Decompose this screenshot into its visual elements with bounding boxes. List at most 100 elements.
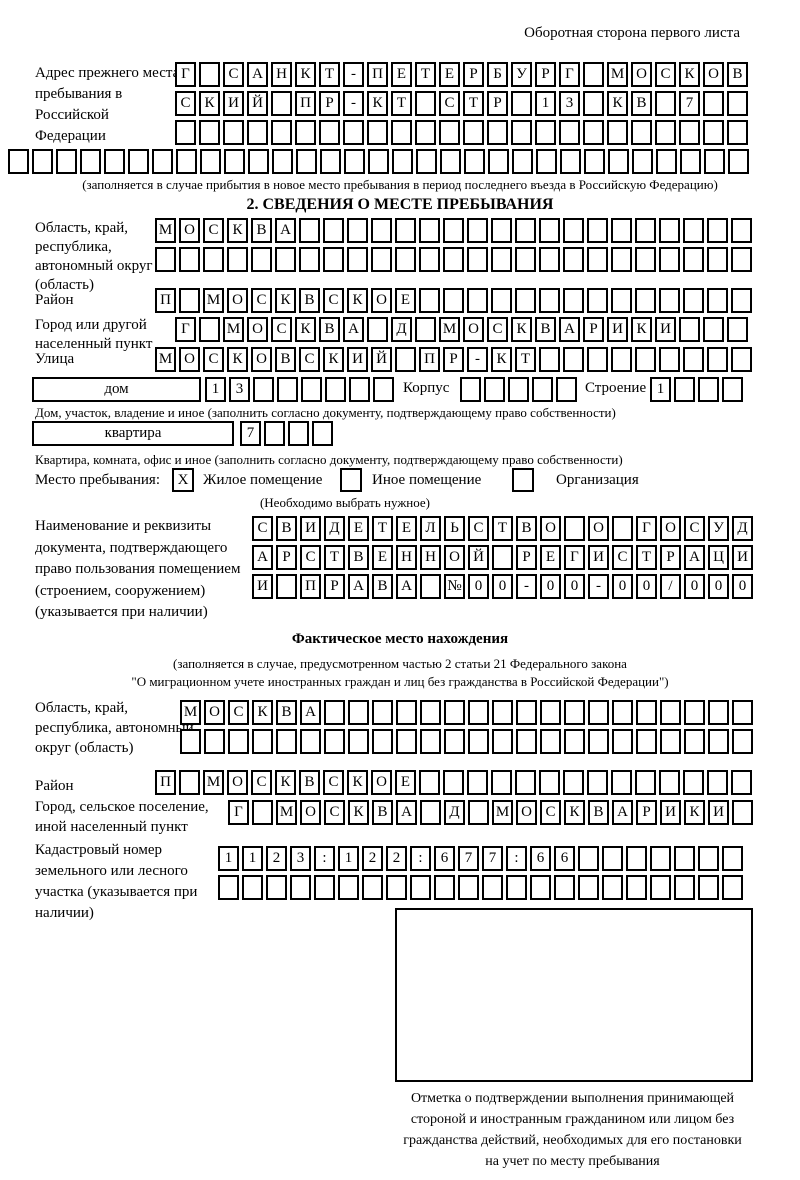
char-cell[interactable]: 1 [650,377,671,402]
char-cell[interactable] [179,770,200,795]
char-cell[interactable]: О [204,700,225,725]
char-cell[interactable] [587,247,608,272]
char-cell[interactable] [440,149,461,174]
char-cell[interactable]: Д [324,516,345,541]
char-cell[interactable] [301,377,322,402]
char-cell[interactable] [532,377,553,402]
actual-region-row-2[interactable] [180,729,756,754]
char-cell[interactable]: И [655,317,676,342]
char-cell[interactable] [632,149,653,174]
char-cell[interactable] [227,247,248,272]
char-cell[interactable] [608,149,629,174]
char-cell[interactable]: С [323,770,344,795]
char-cell[interactable]: Р [443,347,464,372]
char-cell[interactable]: Й [468,545,489,570]
char-cell[interactable] [395,247,416,272]
char-cell[interactable] [659,247,680,272]
char-cell[interactable]: 2 [386,846,407,871]
char-cell[interactable]: В [631,91,652,116]
char-cell[interactable] [324,729,345,754]
char-cell[interactable] [683,288,704,313]
apartment-cells[interactable]: 7 [240,421,336,446]
char-cell[interactable] [506,875,527,900]
char-cell[interactable] [443,247,464,272]
char-cell[interactable]: 7 [458,846,479,871]
char-cell[interactable] [508,377,529,402]
char-cell[interactable]: К [252,700,273,725]
char-cell[interactable]: С [323,288,344,313]
char-cell[interactable]: А [396,574,417,599]
char-cell[interactable]: В [348,545,369,570]
char-cell[interactable] [362,875,383,900]
char-cell[interactable] [563,770,584,795]
char-cell[interactable]: Г [559,62,580,87]
char-cell[interactable] [323,247,344,272]
char-cell[interactable] [347,247,368,272]
char-cell[interactable]: Е [439,62,460,87]
apartment-type-box[interactable]: квартира [32,421,234,446]
char-cell[interactable]: Г [175,317,196,342]
char-cell[interactable]: И [607,317,628,342]
char-cell[interactable]: Р [583,317,604,342]
char-cell[interactable]: П [155,770,176,795]
char-cell[interactable] [386,875,407,900]
char-cell[interactable] [299,247,320,272]
char-cell[interactable]: М [492,800,513,825]
char-cell[interactable]: С [684,516,705,541]
char-cell[interactable] [587,347,608,372]
char-cell[interactable] [179,247,200,272]
char-cell[interactable]: № [444,574,465,599]
char-cell[interactable] [539,770,560,795]
char-cell[interactable]: К [227,218,248,243]
char-cell[interactable]: К [295,317,316,342]
char-cell[interactable] [578,846,599,871]
char-cell[interactable] [492,700,513,725]
char-cell[interactable] [707,347,728,372]
char-cell[interactable] [559,120,580,145]
char-cell[interactable] [539,347,560,372]
char-cell[interactable] [684,700,705,725]
char-cell[interactable] [444,700,465,725]
char-cell[interactable]: Е [395,288,416,313]
char-cell[interactable] [467,247,488,272]
char-cell[interactable] [636,729,657,754]
char-cell[interactable] [512,149,533,174]
char-cell[interactable] [536,149,557,174]
char-cell[interactable]: О [516,800,537,825]
char-cell[interactable] [468,800,489,825]
char-cell[interactable] [655,91,676,116]
char-cell[interactable] [560,149,581,174]
char-cell[interactable] [371,218,392,243]
char-cell[interactable]: 7 [679,91,700,116]
char-cell[interactable] [467,770,488,795]
char-cell[interactable]: Т [515,347,536,372]
cadastre-row-2[interactable] [218,875,746,900]
char-cell[interactable]: 7 [482,846,503,871]
char-cell[interactable] [348,729,369,754]
char-cell[interactable] [343,120,364,145]
char-cell[interactable]: 6 [530,846,551,871]
char-cell[interactable] [312,421,333,446]
char-cell[interactable]: Р [324,574,345,599]
char-cell[interactable] [656,149,677,174]
char-cell[interactable]: 3 [290,846,311,871]
char-cell[interactable]: О [179,347,200,372]
char-cell[interactable] [392,149,413,174]
char-cell[interactable]: И [347,347,368,372]
char-cell[interactable]: М [223,317,244,342]
char-cell[interactable]: С [252,516,273,541]
char-cell[interactable]: 1 [338,846,359,871]
char-cell[interactable]: С [271,317,292,342]
char-cell[interactable] [635,347,656,372]
char-cell[interactable] [659,288,680,313]
char-cell[interactable] [683,347,704,372]
char-cell[interactable] [635,247,656,272]
char-cell[interactable] [467,288,488,313]
char-cell[interactable]: Н [271,62,292,87]
char-cell[interactable] [8,149,29,174]
char-cell[interactable]: К [275,288,296,313]
char-cell[interactable]: У [708,516,729,541]
